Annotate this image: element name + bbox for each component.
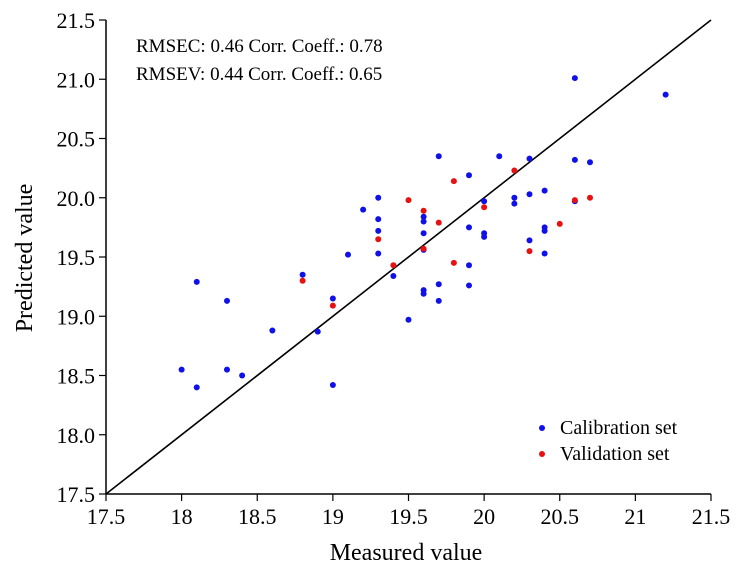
calibration-point	[329, 381, 336, 388]
calibration-point	[405, 316, 412, 323]
validation-point	[420, 245, 427, 252]
y-tick-label: 18.0	[57, 423, 96, 448]
calibration-point	[375, 250, 382, 257]
calibration-point	[224, 297, 230, 304]
validation-point	[329, 302, 336, 309]
calibration-point	[345, 251, 351, 258]
calibration-point	[193, 278, 200, 285]
calibration-point	[420, 213, 427, 220]
calibration-point	[420, 290, 427, 297]
y-tick-label: 17.5	[57, 482, 96, 507]
validation-point	[435, 219, 442, 226]
x-axis-title: Measured value	[330, 540, 483, 566]
validation-point	[571, 197, 578, 204]
y-tick-label: 19.0	[57, 304, 96, 329]
y-tick-label: 21.5	[57, 8, 96, 33]
x-tick-label: 19	[322, 504, 344, 529]
validation-point	[299, 277, 306, 284]
validation-point	[375, 236, 382, 243]
validation-point	[481, 204, 488, 211]
calibration-point	[420, 230, 427, 237]
calibration-point	[269, 327, 276, 334]
annotation-rmsev: RMSEV: 0.44 Corr. Coeff.: 0.65	[136, 64, 382, 85]
calibration-point	[466, 282, 472, 289]
calibration-point	[466, 224, 472, 231]
validation-point	[450, 178, 457, 185]
calibration-point	[526, 191, 533, 198]
calibration-point	[496, 153, 503, 160]
annotation-rmsec: RMSEC: 0.46 Corr. Coeff.: 0.78	[136, 36, 383, 57]
x-tick-label: 19.5	[389, 504, 428, 529]
validation-point	[511, 167, 518, 174]
validation-point	[450, 259, 457, 266]
x-tick-label: 20	[473, 504, 495, 529]
calibration-point	[239, 372, 246, 379]
validation-point	[405, 197, 412, 204]
calibration-point	[178, 366, 185, 373]
calibration-point	[435, 153, 442, 160]
calibration-point	[511, 200, 518, 207]
calibration-point	[526, 155, 533, 162]
validation-point	[420, 207, 427, 214]
x-tick-label: 18	[171, 504, 193, 529]
calibration-point	[299, 271, 306, 278]
calibration-point	[662, 91, 669, 98]
calibration-point	[511, 194, 518, 201]
calibration-point	[466, 172, 472, 179]
identity-line	[105, 19, 712, 495]
calibration-point	[329, 295, 336, 302]
y-tick-label: 20.0	[57, 186, 96, 211]
calibration-point	[375, 194, 382, 201]
calibration-point	[360, 206, 367, 213]
validation-point	[587, 194, 593, 201]
calibration-point	[587, 159, 593, 166]
calibration-point	[435, 297, 442, 304]
x-tick-label: 21.5	[692, 504, 731, 529]
calibration-point	[571, 156, 578, 163]
y-tick-label: 19.5	[57, 245, 96, 270]
calibration-point	[481, 198, 488, 205]
calibration-point	[314, 328, 321, 335]
y-tick-label: 20.5	[57, 127, 96, 152]
x-tick-label: 21	[624, 504, 646, 529]
calibration-point	[390, 272, 397, 279]
calibration-point	[571, 75, 578, 82]
x-tick-label: 18.5	[238, 504, 277, 529]
calibration-point	[193, 384, 200, 391]
y-tick-label: 18.5	[57, 364, 96, 389]
x-tick-label: 17.5	[87, 504, 126, 529]
calibration-point	[466, 262, 472, 269]
validation-point	[390, 262, 397, 269]
calibration-point	[541, 250, 548, 257]
legend-validation-label: Validation set	[560, 443, 670, 465]
calibration-point	[526, 237, 533, 244]
legend-validation-marker	[539, 451, 545, 457]
calibration-point	[420, 218, 427, 225]
plot-area: 17.5 18 18.5 19 19.5 20 20.5 21 21.5 17.5 18.0 18.5…	[57, 8, 731, 529]
y-tick-label: 21.0	[57, 67, 96, 92]
validation-point	[556, 220, 563, 227]
x-tick-label: 20.5	[541, 504, 580, 529]
calibration-point	[541, 187, 548, 194]
calibration-point	[481, 233, 488, 240]
legend-calibration-marker	[539, 425, 545, 431]
validation-point	[526, 248, 533, 255]
legend-calibration-label: Calibration set	[560, 417, 678, 439]
calibration-point	[435, 281, 442, 288]
y-axis-title: Predicted value	[12, 184, 38, 333]
calibration-point	[224, 366, 230, 373]
calibration-point	[541, 227, 548, 234]
calibration-point	[375, 216, 382, 223]
calibration-point	[375, 227, 382, 234]
legend: Calibration set Validation set	[539, 417, 678, 465]
